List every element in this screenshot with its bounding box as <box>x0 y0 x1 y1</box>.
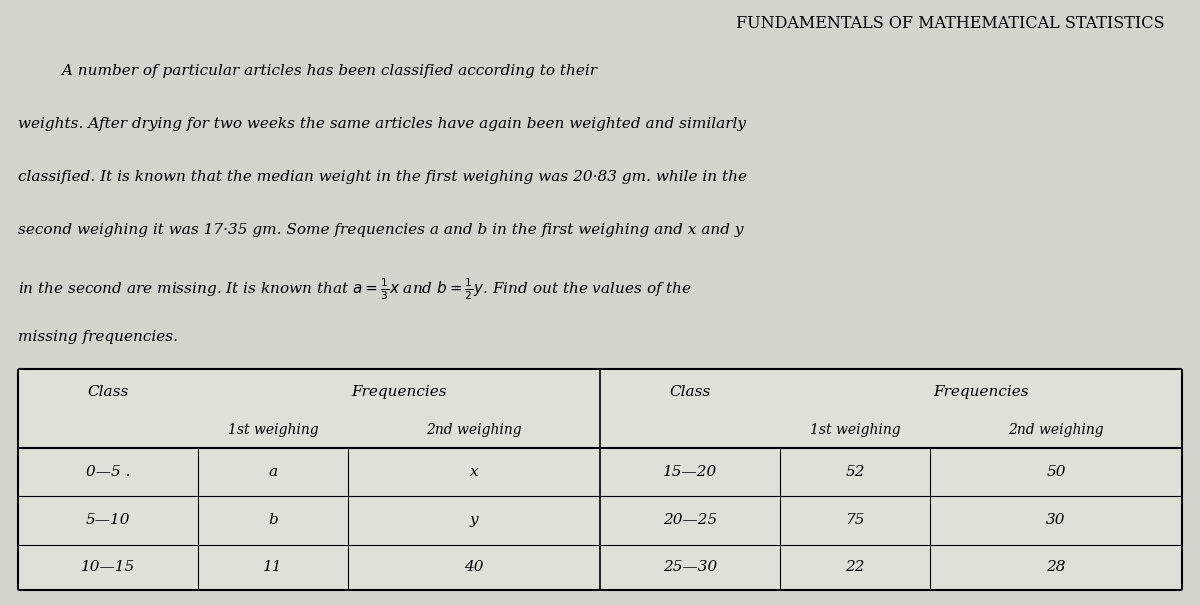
FancyBboxPatch shape <box>18 369 1182 590</box>
Text: 2nd weighing: 2nd weighing <box>1008 422 1104 437</box>
Text: classified. It is known that the median weight in the first weighing was 20·83 g: classified. It is known that the median … <box>18 170 746 184</box>
Text: weights. After drying for two weeks the same articles have again been weighted a: weights. After drying for two weeks the … <box>18 117 746 131</box>
Text: A number of particular articles has been classified according to their: A number of particular articles has been… <box>18 64 598 77</box>
Text: a: a <box>269 465 277 479</box>
Text: 5—10: 5—10 <box>85 513 131 528</box>
Text: 15—20: 15—20 <box>662 465 718 479</box>
Text: 11: 11 <box>263 560 283 574</box>
Text: b: b <box>268 513 278 528</box>
Text: 10—15: 10—15 <box>80 560 136 574</box>
Text: 1st weighing: 1st weighing <box>810 422 900 437</box>
Text: Class: Class <box>88 385 128 399</box>
Text: y: y <box>469 513 479 528</box>
Text: 50: 50 <box>1046 465 1066 479</box>
Text: 30: 30 <box>1046 513 1066 528</box>
Text: x: x <box>469 465 479 479</box>
Text: 1st weighing: 1st weighing <box>228 422 318 437</box>
Text: missing frequencies.: missing frequencies. <box>18 330 178 344</box>
Text: 0—5 .: 0—5 . <box>85 465 131 479</box>
Text: FUNDAMENTALS OF MATHEMATICAL STATISTICS: FUNDAMENTALS OF MATHEMATICAL STATISTICS <box>736 15 1164 32</box>
Text: second weighing it was 17·35 gm. Some frequencies a and b in the first weighing : second weighing it was 17·35 gm. Some fr… <box>18 223 744 237</box>
Text: 2nd weighing: 2nd weighing <box>426 422 522 437</box>
Text: 75: 75 <box>845 513 865 528</box>
Text: Frequencies: Frequencies <box>934 385 1028 399</box>
Text: in the second are missing. It is known that $a = \frac{1}{3}x$ and $b = \frac{1}: in the second are missing. It is known t… <box>18 276 692 302</box>
Text: 40: 40 <box>464 560 484 574</box>
Text: 25—30: 25—30 <box>662 560 718 574</box>
Text: 22: 22 <box>845 560 865 574</box>
Text: 52: 52 <box>845 465 865 479</box>
Text: Class: Class <box>670 385 710 399</box>
Text: 28: 28 <box>1046 560 1066 574</box>
Text: 20—25: 20—25 <box>662 513 718 528</box>
Text: Frequencies: Frequencies <box>352 385 446 399</box>
